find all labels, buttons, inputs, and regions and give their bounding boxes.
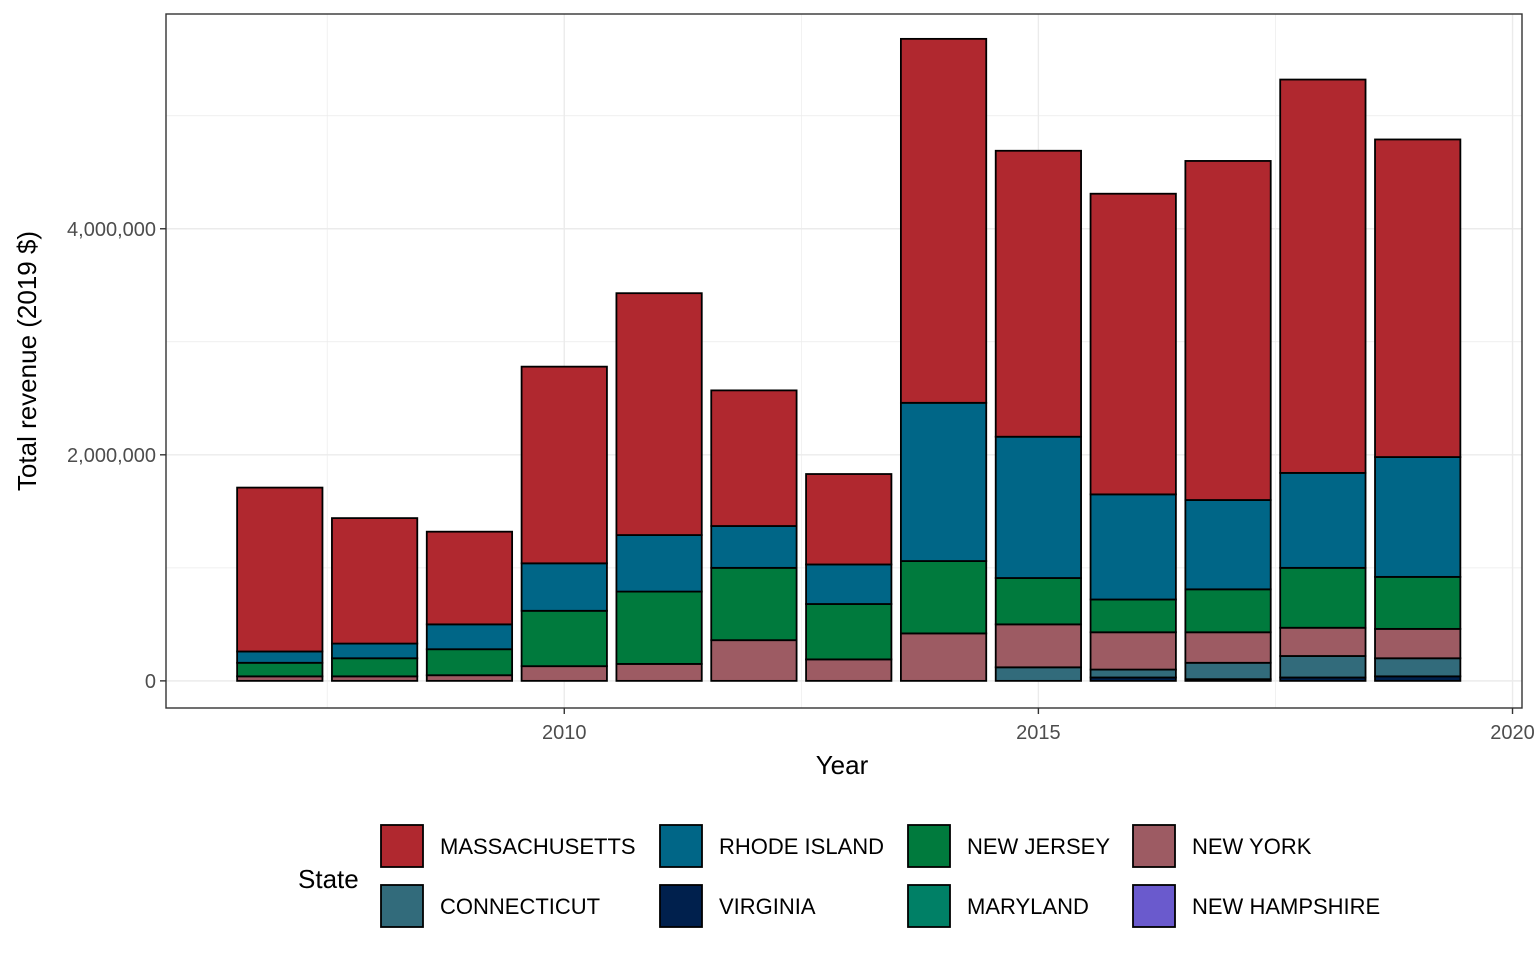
y-tick-label: 4,000,000: [67, 219, 156, 241]
bar-segment: [1089, 493, 1177, 601]
y-tick-label: 0: [145, 671, 156, 693]
bar-segment: [1374, 456, 1462, 578]
bar-segment: [1184, 631, 1272, 664]
legend-swatch: [1132, 824, 1176, 868]
bar-segment: [899, 401, 988, 562]
bar-segment: [1279, 655, 1367, 679]
bar-segment: [236, 650, 324, 664]
bar-segment: [994, 623, 1082, 669]
bar-segment: [1089, 598, 1177, 634]
bar-segment: [520, 562, 608, 612]
bar-segment: [1374, 575, 1462, 630]
bar-segment: [520, 365, 608, 565]
bar-segment: [710, 566, 798, 642]
bar-segment: [1374, 657, 1462, 678]
bar-segment: [1184, 499, 1272, 591]
legend-label: RHODE ISLAND: [719, 834, 884, 859]
bar-segment: [520, 609, 608, 668]
bar-segment: [1279, 566, 1367, 629]
bar-segment: [1374, 138, 1462, 458]
y-axis-title: Total revenue (2019 $): [12, 231, 42, 491]
bar-segment: [1279, 78, 1367, 474]
legend: State MASSACHUSETTS RHODE ISLAND NEW JERSE…: [298, 824, 1380, 928]
legend-label: NEW HAMPSHIRE: [1192, 894, 1380, 919]
bar-segment: [615, 534, 703, 593]
bar-segment: [1089, 631, 1177, 671]
x-tick-label: 2010: [542, 722, 587, 744]
legend-swatch: [907, 824, 951, 868]
bar-segment: [994, 435, 1082, 579]
bar-segment: [331, 517, 419, 645]
bar-segment: [425, 648, 514, 677]
bar-segment: [1089, 668, 1177, 679]
bar-segment: [899, 632, 988, 682]
bar-segment: [994, 149, 1082, 438]
legend-swatch: [380, 884, 424, 928]
legend-swatch: [659, 824, 703, 868]
panel-border: [165, 13, 1523, 709]
bar-segment: [1184, 588, 1272, 634]
y-axis: 0 2,000,000 4,000,000: [67, 219, 166, 693]
legend-swatch: [380, 824, 424, 868]
bar-segment: [331, 657, 419, 678]
bar-segment: [899, 560, 988, 635]
bar-segment: [710, 525, 798, 569]
legend-label: CONNECTICUT: [440, 894, 600, 919]
bar-segment: [710, 639, 798, 682]
bar-segment: [1089, 192, 1177, 496]
bar-segment: [1279, 626, 1367, 657]
x-tick-label: 2020: [1490, 722, 1535, 744]
legend-swatch: [907, 884, 951, 928]
legend-label: MARYLAND: [967, 894, 1089, 919]
bar-segment: [805, 603, 893, 661]
x-axis: 2010 2015 2020: [542, 708, 1535, 744]
legend-swatch: [659, 884, 703, 928]
bar-segment: [615, 663, 703, 682]
bar-segment: [236, 661, 324, 678]
x-tick-label: 2015: [1016, 722, 1061, 744]
plot-panel: [165, 13, 1523, 709]
bar-segment: [994, 666, 1082, 682]
bar-segment: [805, 473, 893, 566]
bar-segment: [710, 389, 798, 527]
legend-label: MASSACHUSETTS: [440, 834, 636, 859]
bar-segment: [425, 530, 514, 626]
legend-label: VIRGINIA: [719, 894, 816, 919]
bar-segment: [615, 590, 703, 665]
x-axis-title: Year: [816, 750, 869, 780]
legend-title: State: [298, 864, 359, 894]
bar-segment: [1374, 627, 1462, 660]
bar-segment: [236, 486, 324, 653]
bar-segment: [805, 658, 893, 682]
bar-segment: [520, 665, 608, 682]
y-tick-label: 2,000,000: [67, 445, 156, 467]
bar-segment: [425, 623, 514, 651]
bar-segment: [994, 577, 1082, 626]
bar-segment: [615, 292, 703, 536]
bar-segment: [331, 642, 419, 660]
bar-segment: [1184, 160, 1272, 501]
bar-segment: [1279, 471, 1367, 569]
legend-swatch: [1132, 884, 1176, 928]
bar-segment: [1184, 661, 1272, 681]
legend-label: NEW JERSEY: [967, 834, 1110, 859]
bar-segment: [899, 37, 988, 404]
bar-segment: [805, 563, 893, 605]
legend-label: NEW YORK: [1192, 834, 1312, 859]
